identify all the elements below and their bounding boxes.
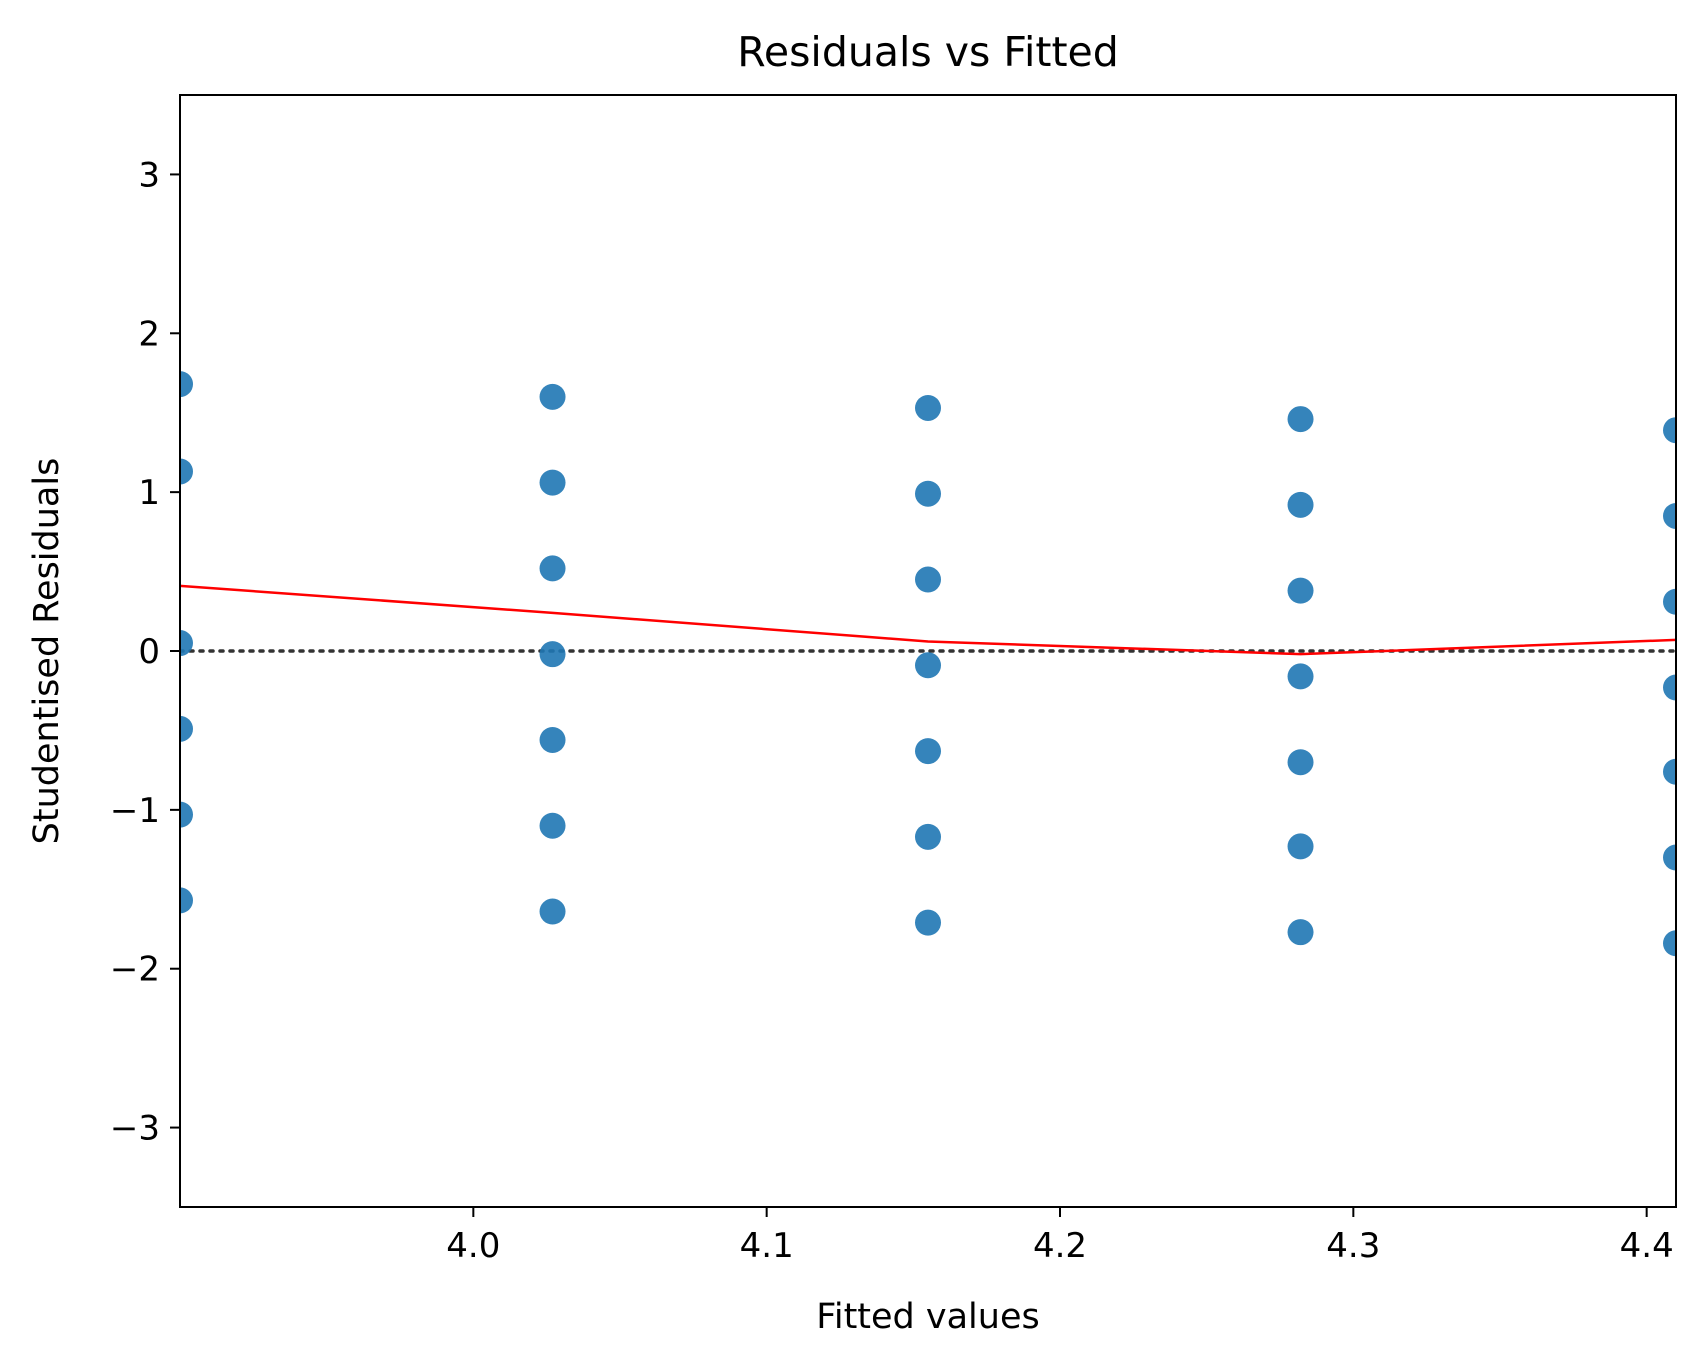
scatter-point <box>1663 588 1676 615</box>
scatter-point <box>915 394 941 421</box>
x-tick-label: 4.3 <box>1326 1226 1380 1266</box>
y-tick-label: −2 <box>110 950 160 990</box>
y-axis: −3 −2 −1 0 1 2 3 <box>110 155 180 1149</box>
scatter-point <box>1287 577 1314 604</box>
y-tick-label: 1 <box>138 473 160 513</box>
x-tick-label: 4.1 <box>740 1226 794 1266</box>
scatter-point <box>180 458 193 485</box>
scatter-point <box>1287 919 1314 946</box>
scatter-point <box>539 812 566 839</box>
scatter-point <box>180 715 193 742</box>
x-axis-label: Fitted values <box>816 1297 1039 1337</box>
scatter-point <box>1287 406 1314 433</box>
y-tick-label: 3 <box>138 155 160 195</box>
scatter-point <box>915 480 941 507</box>
scatter-point <box>539 898 566 925</box>
y-tick-label: −3 <box>110 1109 160 1149</box>
plot-area <box>180 371 1676 957</box>
scatter-point <box>915 652 941 679</box>
x-tick-label: 4.4 <box>1620 1226 1674 1266</box>
lowess-line <box>180 584 1676 656</box>
scatter-point <box>915 909 941 936</box>
y-tick-label: 2 <box>138 314 160 354</box>
scatter-point <box>180 801 193 828</box>
scatter-point <box>539 641 566 668</box>
scatter-point <box>915 823 941 850</box>
scatter-point <box>915 738 941 765</box>
y-tick-label: −1 <box>110 791 160 831</box>
scatter-point <box>1663 758 1676 785</box>
scatter-point <box>1287 833 1314 860</box>
scatter-point <box>539 383 566 410</box>
chart-title: Residuals vs Fitted <box>737 28 1119 76</box>
y-axis-label: Studentised Residuals <box>27 458 67 845</box>
y-tick-label: 0 <box>138 632 160 672</box>
scatter-point <box>1287 749 1314 776</box>
scatter-point <box>539 726 566 753</box>
scatter-point <box>1287 491 1314 518</box>
scatter-point <box>539 555 566 582</box>
scatter-point <box>1663 502 1676 529</box>
x-axis: 4.0 4.1 4.2 4.3 4.4 <box>446 1207 1674 1266</box>
x-tick-label: 4.2 <box>1033 1226 1087 1266</box>
scatter-point <box>180 630 193 657</box>
x-tick-label: 4.0 <box>446 1226 500 1266</box>
scatter-point <box>915 566 941 593</box>
scatter-point <box>1287 663 1314 690</box>
scatter-point <box>1663 930 1676 957</box>
scatter-point <box>180 887 193 914</box>
scatter-point <box>539 469 566 496</box>
scatter-point <box>180 371 193 398</box>
scatter-point <box>1663 417 1676 444</box>
scatter-point <box>1663 674 1676 701</box>
scatter-point <box>1663 844 1676 871</box>
